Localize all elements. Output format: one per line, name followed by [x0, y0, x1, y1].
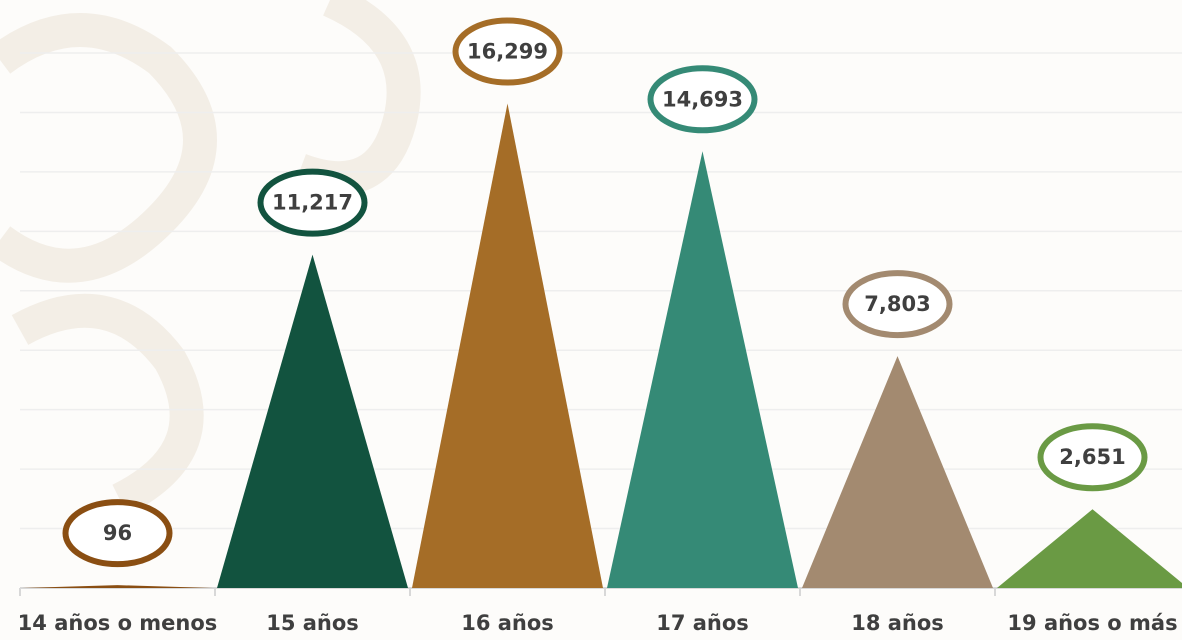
value-label: 11,217 — [272, 191, 353, 215]
value-badge — [257, 168, 368, 237]
value-label: 14,693 — [662, 87, 743, 111]
value-label: 96 — [103, 521, 132, 545]
triangle-bar — [22, 585, 213, 588]
value-label: 2,651 — [1059, 445, 1125, 469]
triangle-bar — [217, 254, 408, 588]
value-badge — [647, 65, 758, 134]
value-badge — [452, 17, 563, 86]
value-badge — [1037, 423, 1148, 492]
x-tick-label: 14 años o menos — [18, 611, 218, 635]
x-tick-label: 18 años — [851, 611, 944, 635]
triangle-bar — [607, 151, 798, 588]
value-badge — [842, 270, 953, 339]
triangle-bar — [997, 509, 1182, 588]
value-badge — [62, 499, 173, 568]
x-tick-label: 16 años — [461, 611, 554, 635]
value-label: 16,299 — [467, 40, 548, 64]
x-tick-label: 19 años o más — [1007, 611, 1177, 635]
triangle-bar — [802, 356, 993, 588]
x-tick-label: 17 años — [656, 611, 749, 635]
triangle-bar — [412, 103, 603, 589]
value-label: 7,803 — [864, 292, 930, 316]
x-tick-label: 15 años — [266, 611, 359, 635]
